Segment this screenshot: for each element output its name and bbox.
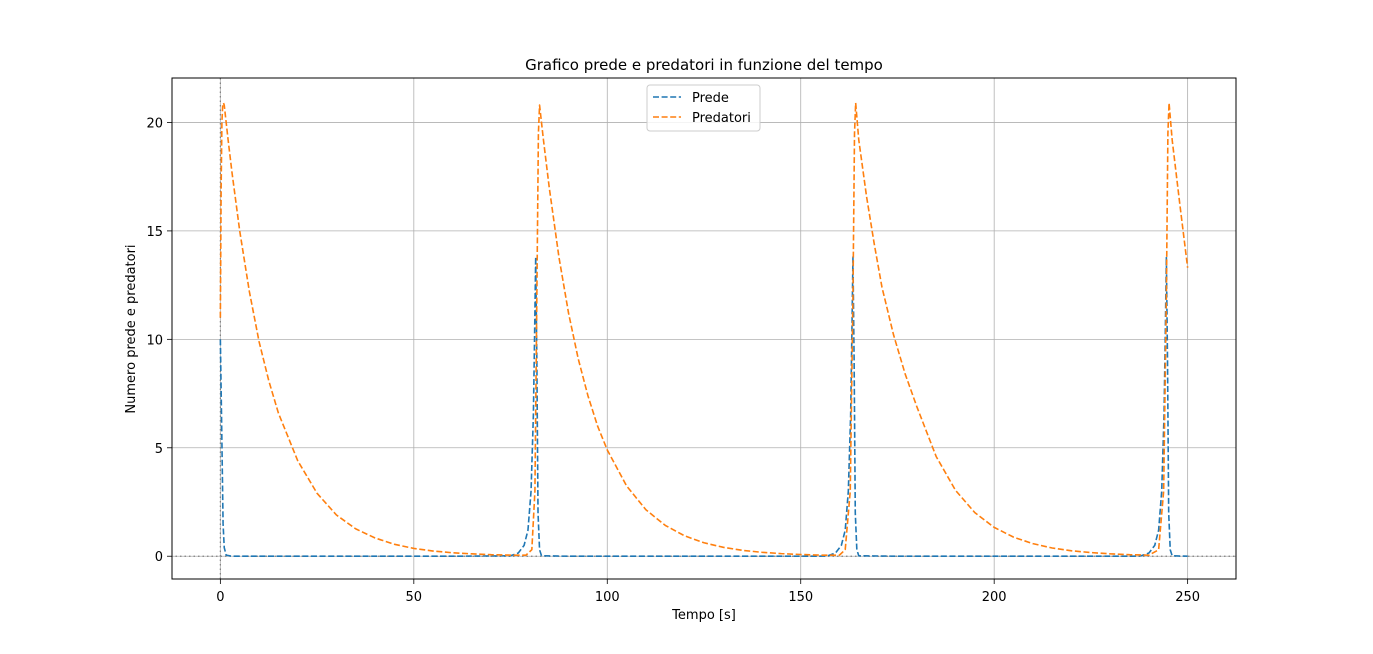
plot-area [172,78,1236,579]
plot-frame [171,77,1237,580]
y-tick-label: 20 [146,116,163,131]
y-tick-label: 15 [146,225,163,240]
y-axis-label: Numero prede e predatori [124,244,139,413]
x-axis-ticks: 0 50 100 150 200 250 [216,579,1200,605]
x-tick-label: 250 [1175,590,1200,605]
x-tick-label: 50 [406,590,423,605]
legend-label-prede: Prede [692,91,729,106]
y-axis-ticks: 0 5 10 15 20 [146,116,172,565]
legend-label-predatori: Predatori [692,111,751,126]
y-tick-label: 10 [146,333,163,348]
y-tick-label: 5 [155,442,163,457]
series-line-prede [219,256,1188,558]
x-tick-label: 200 [982,590,1007,605]
y-tick-label: 0 [155,550,163,565]
x-tick-label: 100 [595,590,620,605]
x-axis-label: Tempo [s] [671,608,736,623]
legend: Prede Predatori [646,84,761,132]
series-group [219,102,1189,558]
reference-lines [172,78,1236,579]
x-tick-label: 0 [216,590,224,605]
chart-title: Grafico prede e predatori in funzione de… [525,56,883,74]
x-tick-label: 150 [788,590,813,605]
series-line-predatori [219,102,1189,556]
